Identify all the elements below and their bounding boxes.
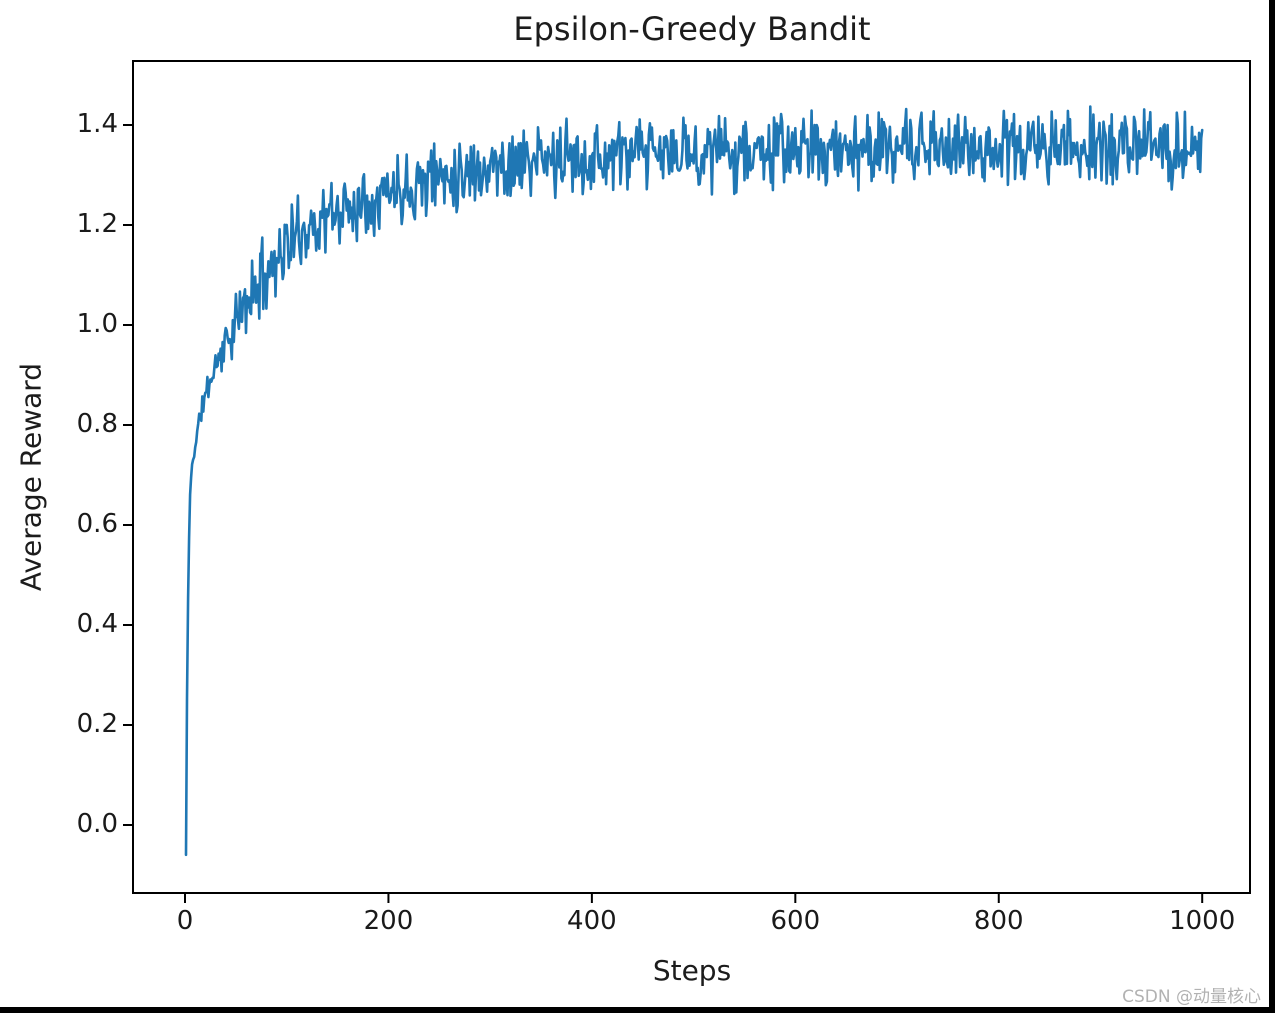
x-axis-label: Steps [652, 954, 732, 987]
x-tick-label: 0 [176, 906, 194, 936]
chart-title: Epsilon-Greedy Bandit [513, 10, 871, 48]
x-tick-label: 1000 [1169, 906, 1236, 936]
axes-spines [132, 60, 1251, 894]
right-edge-strip [1269, 0, 1275, 1013]
y-tick-label: 1.0 [76, 309, 118, 339]
y-tick-label: 0.4 [76, 609, 118, 639]
y-tick-label: 0.0 [76, 809, 118, 839]
y-tick-label: 0.8 [76, 409, 118, 439]
x-tick-label: 400 [567, 906, 617, 936]
watermark: CSDN @动量核心 [1122, 987, 1261, 1007]
x-tick-label: 600 [770, 906, 821, 936]
bottom-edge-strip [0, 1007, 1275, 1013]
tick-marks [123, 124, 1204, 903]
y-tick-label: 0.6 [76, 509, 118, 539]
x-tick-label: 800 [973, 906, 1024, 936]
y-tick-label: 1.2 [76, 209, 118, 239]
x-tick-label: 200 [363, 906, 414, 936]
reward-line-series [184, 105, 1204, 857]
y-tick-label: 1.4 [76, 109, 118, 139]
y-tick-label: 0.2 [76, 709, 118, 739]
